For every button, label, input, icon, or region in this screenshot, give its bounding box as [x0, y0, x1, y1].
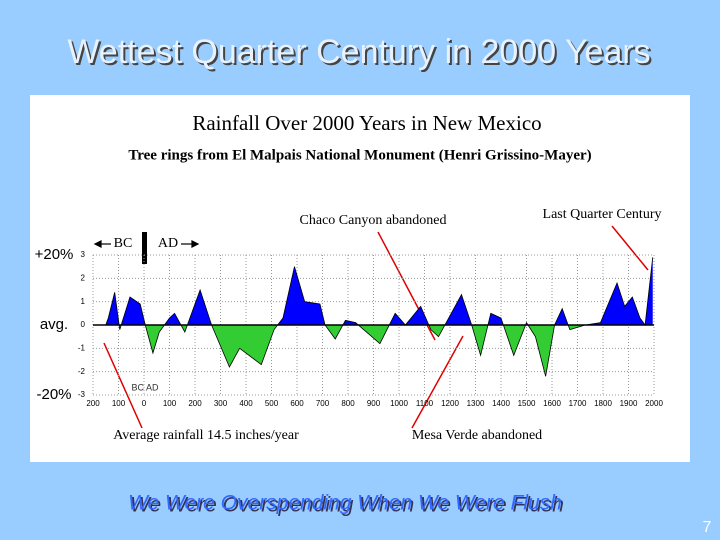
x-tick-label: 200 [86, 399, 100, 408]
x-tick-label: 400 [239, 399, 253, 408]
x-tick-label: 600 [290, 399, 304, 408]
x-tick-label: 500 [265, 399, 279, 408]
annotation: Average rainfall 14.5 inches/year [113, 428, 299, 443]
caption-shadow: We Were Overspending When We Were Flush [130, 494, 564, 517]
x-tick-label: 1700 [569, 399, 587, 408]
page-number: 7 [703, 519, 712, 536]
x-tick-label: 800 [341, 399, 355, 408]
y-side-label: avg. [40, 316, 68, 333]
y-tick-label: 1 [81, 297, 86, 306]
annotation: BC [114, 236, 133, 251]
y-tick-label: 0 [81, 320, 86, 329]
x-tick-label: 300 [214, 399, 228, 408]
annotation: Chaco Canyon abandoned [300, 213, 447, 228]
annotation: Mesa Verde abandoned [412, 428, 542, 443]
slide-title-shadow: Wettest Quarter Century in 2000 Years [69, 35, 652, 73]
annotation: BC AD [131, 382, 159, 392]
x-tick-label: 200 [188, 399, 202, 408]
x-tick-label: 100 [163, 399, 177, 408]
chart-subtitle: Tree rings from El Malpais National Monu… [128, 147, 591, 163]
x-tick-label: 1200 [441, 399, 459, 408]
chart-title: Rainfall Over 2000 Years in New Mexico [192, 111, 541, 135]
x-tick-label: 700 [316, 399, 330, 408]
x-tick-label: 2000 [645, 399, 663, 408]
slide-title: Wettest Quarter Century in 2000 Years [67, 33, 650, 71]
annotation: Last Quarter Century [543, 207, 662, 222]
caption: We Were Overspending When We Were Flush [128, 492, 562, 515]
x-tick-label: 0 [142, 399, 147, 408]
y-tick-label: -2 [78, 367, 86, 376]
y-tick-label: -1 [78, 343, 86, 352]
area-below [105, 325, 653, 377]
y-tick-label: 3 [81, 250, 86, 259]
x-tick-label: 1300 [467, 399, 485, 408]
x-tick-label: 1800 [594, 399, 612, 408]
y-tick-label: -3 [78, 390, 86, 399]
y-side-label: -20% [36, 386, 71, 403]
x-tick-label: 1400 [492, 399, 510, 408]
x-tick-label: 900 [367, 399, 381, 408]
x-tick-label: 1900 [620, 399, 638, 408]
x-tick-label: 100 [112, 399, 126, 408]
x-tick-label: 1000 [390, 399, 408, 408]
annotation: AD [158, 236, 178, 251]
y-tick-label: 2 [81, 273, 86, 282]
y-side-label: +20% [35, 246, 74, 263]
x-tick-label: 1100 [416, 399, 434, 408]
bc-ad-arrows [93, 232, 200, 264]
x-tick-label: 1600 [543, 399, 561, 408]
x-tick-label: 1500 [518, 399, 536, 408]
